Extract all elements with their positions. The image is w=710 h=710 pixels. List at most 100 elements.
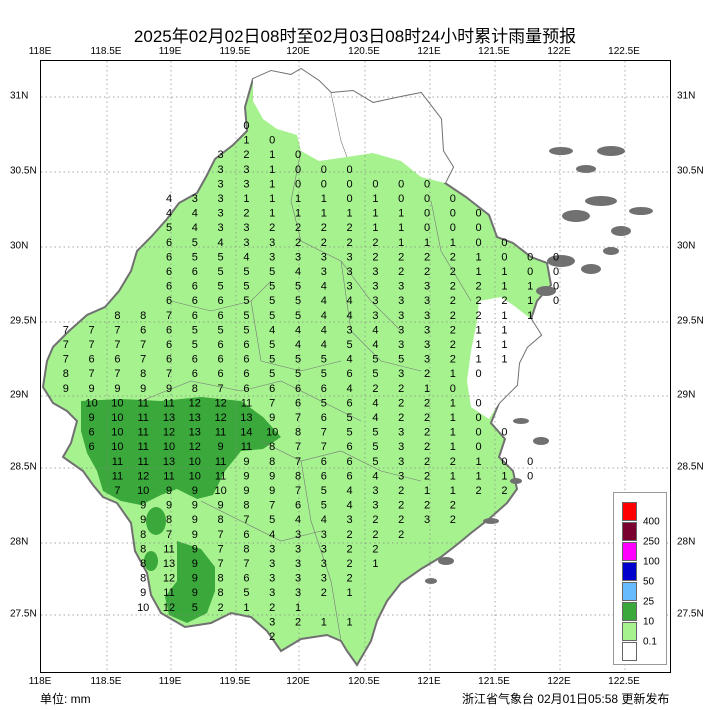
legend-swatch	[622, 562, 637, 581]
rainfall-value: 1	[476, 354, 482, 366]
rainfall-value: 5	[218, 281, 224, 293]
rainfall-value: 0	[295, 178, 301, 190]
rainfall-value: 3	[218, 193, 224, 205]
rainfall-value: 3	[321, 251, 327, 263]
rainfall-value: 4	[321, 281, 327, 293]
rainfall-value: 1	[321, 193, 327, 205]
rainfall-value: 1	[501, 354, 507, 366]
rainfall-value: 5	[243, 587, 249, 599]
rainfall-value: 1	[450, 397, 456, 409]
rainfall-value: 1	[501, 310, 507, 322]
rainfall-value: 4	[321, 295, 327, 307]
lon-tick-bottom: 118E	[28, 676, 52, 687]
rainfall-value: 7	[218, 558, 224, 570]
rainfall-value: 12	[214, 412, 226, 424]
rainfall-value: 5	[269, 368, 275, 380]
lat-tick-left: 30N	[10, 240, 29, 252]
rainfall-value: 9	[89, 383, 95, 395]
rainfall-value: 10	[111, 412, 123, 424]
rainfall-value: 8	[218, 573, 224, 585]
lon-tick-bottom: 122E	[547, 676, 571, 687]
rainfall-value: 0	[527, 470, 533, 482]
rainfall-value: 6	[321, 456, 327, 468]
legend-label: 25	[643, 596, 655, 608]
lon-tick-bottom: 119E	[158, 676, 182, 687]
rainfall-value: 12	[163, 573, 175, 585]
rainfall-value: 3	[269, 616, 275, 628]
rainfall-value: 2	[269, 222, 275, 234]
rainfall-value: 0	[398, 193, 404, 205]
rainfall-value: 0	[347, 164, 353, 176]
rainfall-value: 7	[63, 354, 69, 366]
rainfall-value: 6	[114, 354, 120, 366]
rainfall-value: 1	[424, 383, 430, 395]
rainfall-value: 7	[140, 339, 146, 351]
rainfall-value: 0	[476, 368, 482, 380]
rainfall-value: 3	[295, 251, 301, 263]
rainfall-value: 1	[347, 587, 353, 599]
rainfall-value: 6	[347, 456, 353, 468]
rainfall-value: 6	[347, 397, 353, 409]
rainfall-value: 5	[269, 266, 275, 278]
rainfall-value: 0	[476, 412, 482, 424]
rainfall-value: 8	[140, 368, 146, 380]
rainfall-value: 1	[321, 616, 327, 628]
rainfall-value: 3	[424, 514, 430, 526]
rainfall-value: 1	[501, 324, 507, 336]
rainfall-value: 1	[398, 237, 404, 249]
rainfall-value: 0	[243, 120, 249, 132]
rainfall-value: 2	[398, 485, 404, 497]
rainfall-value: 2	[424, 397, 430, 409]
rainfall-value: 0	[501, 251, 507, 263]
rainfall-value: 0	[424, 222, 430, 234]
rainfall-value: 2	[321, 222, 327, 234]
rainfall-value: 5	[295, 354, 301, 366]
rainfall-value: 6	[243, 368, 249, 380]
rainfall-value: 10	[111, 427, 123, 439]
rainfall-value: 2	[321, 237, 327, 249]
rainfall-value: 3	[243, 222, 249, 234]
rainfall-value: 2	[476, 295, 482, 307]
heavy-rain-spot	[144, 551, 158, 571]
lat-tick-left: 28N	[10, 536, 29, 548]
rainfall-value: 1	[295, 602, 301, 614]
rainfall-value: 10	[85, 397, 97, 409]
rainfall-value: 5	[192, 251, 198, 263]
rainfall-value: 1	[450, 441, 456, 453]
rainfall-value: 5	[321, 354, 327, 366]
rainfall-value: 0	[450, 208, 456, 220]
rainfall-value: 3	[269, 558, 275, 570]
heavy-rain-area	[81, 397, 281, 505]
rainfall-value: 0	[398, 178, 404, 190]
rainfall-value: 2	[424, 470, 430, 482]
lat-tick-left: 28.5N	[10, 461, 37, 473]
rainfall-value: 3	[347, 251, 353, 263]
rainfall-value: 2	[398, 500, 404, 512]
rainfall-value: 3	[398, 441, 404, 453]
rainfall-value: 9	[243, 456, 249, 468]
rainfall-value: 6	[192, 354, 198, 366]
lon-tick-top: 122.5E	[608, 46, 640, 57]
rainfall-value: 6	[192, 266, 198, 278]
rainfall-value: 6	[166, 266, 172, 278]
rainfall-value: 4	[295, 324, 301, 336]
rainfall-value: 2	[398, 251, 404, 263]
rainfall-value: 10	[137, 485, 149, 497]
legend-swatch	[622, 582, 637, 601]
rainfall-value: 2	[398, 514, 404, 526]
rainfall-value: 2	[347, 543, 353, 555]
rainfall-value: 5	[218, 251, 224, 263]
rainfall-value: 2	[398, 412, 404, 424]
rainfall-value: 2	[372, 543, 378, 555]
rainfall-value: 0	[553, 266, 559, 278]
rainfall-value: 11	[241, 441, 252, 453]
rainfall-value: 3	[347, 324, 353, 336]
rainfall-value: 8	[295, 470, 301, 482]
rainfall-value: 2	[295, 237, 301, 249]
rainfall-value: 9	[269, 470, 275, 482]
rainfall-value: 8	[63, 368, 69, 380]
lon-tick-top: 118E	[28, 46, 52, 57]
rainfall-value: 8	[218, 514, 224, 526]
rainfall-value: 11	[215, 456, 226, 468]
